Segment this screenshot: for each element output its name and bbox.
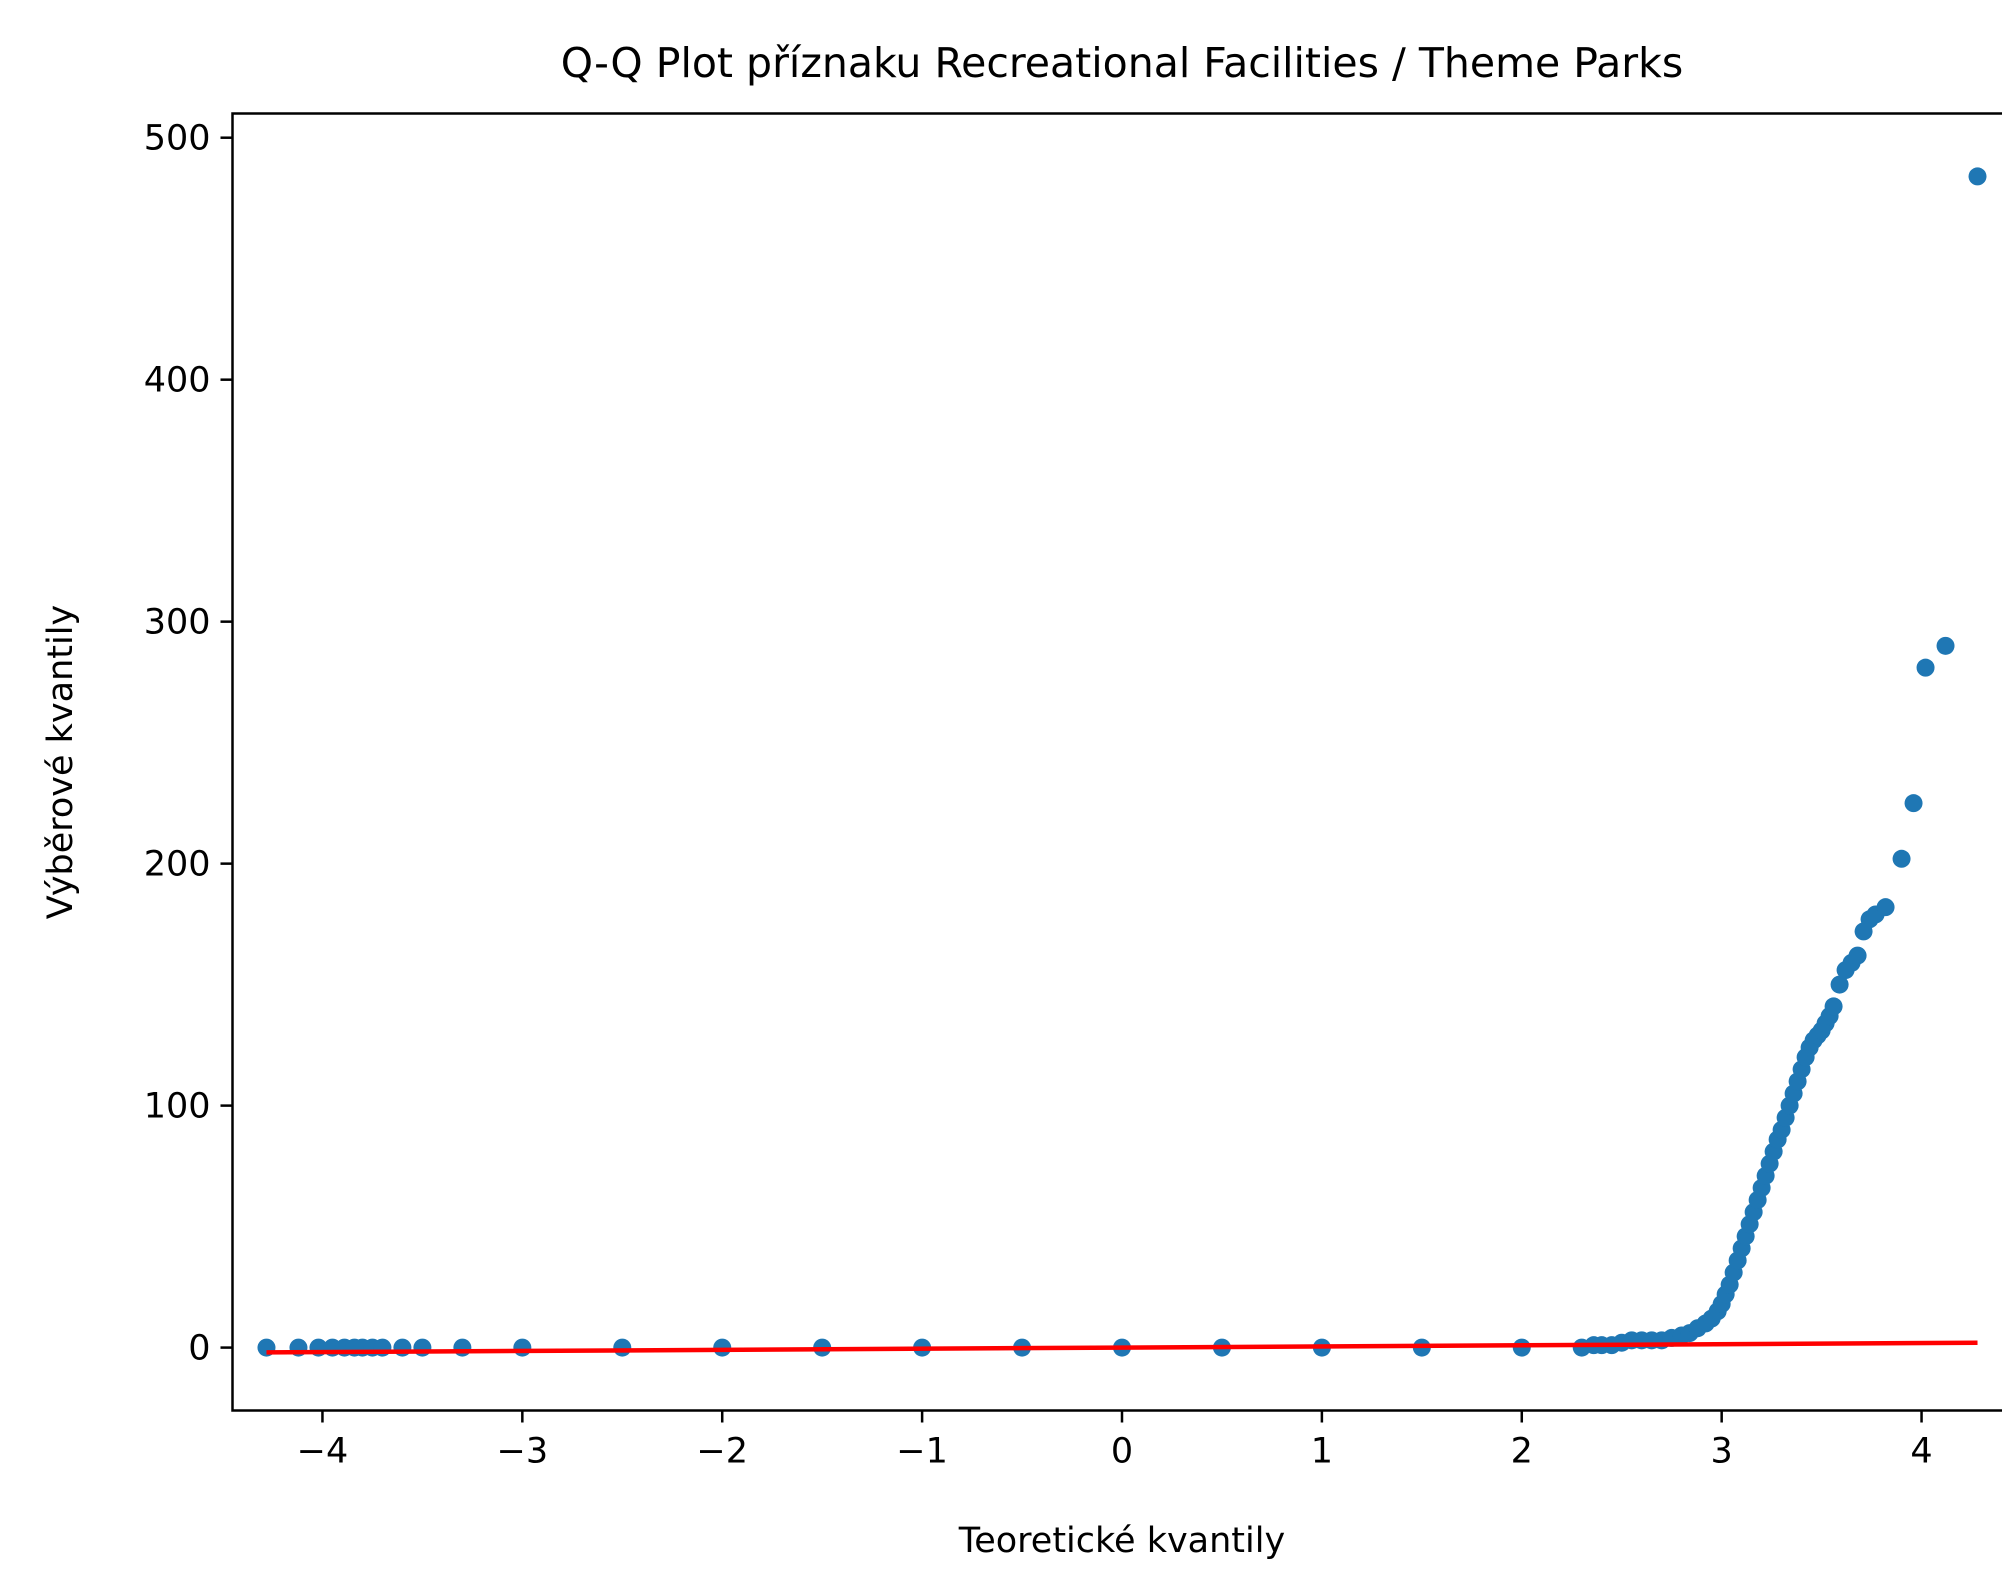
y-axis: 0 100 200 300 400 500	[144, 119, 233, 1369]
reference-line	[266, 1340, 1978, 1355]
x-tick-label: 4	[1910, 1432, 1932, 1472]
x-tick-label: 1	[1311, 1432, 1333, 1472]
y-tick-label: 100	[144, 1087, 211, 1127]
sample-point	[1848, 946, 1867, 965]
x-axis-label: Teoretické kvantily	[958, 1521, 1285, 1561]
y-tick-label: 0	[188, 1329, 210, 1369]
sample-point	[613, 1338, 632, 1357]
sample-point	[1876, 898, 1895, 917]
axes-frame	[231, 112, 2002, 1412]
x-tick-label: 2	[1511, 1432, 1533, 1472]
sample-point	[413, 1338, 432, 1357]
x-tick-label: −3	[497, 1432, 549, 1472]
x-tick-label: −2	[696, 1432, 748, 1472]
y-tick-label: 300	[144, 603, 211, 643]
chart-title: Q-Q Plot příznaku Recreational Facilitie…	[561, 39, 1684, 87]
sample-point	[1968, 167, 1987, 186]
sample-point	[1830, 975, 1849, 994]
x-tick-label: 0	[1111, 1432, 1133, 1472]
x-axis: −4 −3 −2 −1 0 1 2 3 4	[297, 1410, 1933, 1472]
sample-point	[1904, 794, 1923, 813]
sample-point	[513, 1338, 532, 1357]
sample-point	[1936, 636, 1955, 655]
y-tick-label: 500	[144, 119, 211, 159]
sample-point	[1892, 849, 1911, 868]
sample-point	[1916, 658, 1935, 677]
y-tick-label: 200	[144, 845, 211, 885]
plot-area	[257, 167, 1987, 1357]
y-tick-label: 400	[144, 361, 211, 401]
y-axis-label: Výběrové kvantily	[41, 605, 81, 919]
x-tick-label: 3	[1711, 1432, 1733, 1472]
x-tick-label: −1	[896, 1432, 948, 1472]
x-tick-label: −4	[297, 1432, 349, 1472]
sample-point	[453, 1338, 472, 1357]
sample-point	[1824, 997, 1843, 1016]
